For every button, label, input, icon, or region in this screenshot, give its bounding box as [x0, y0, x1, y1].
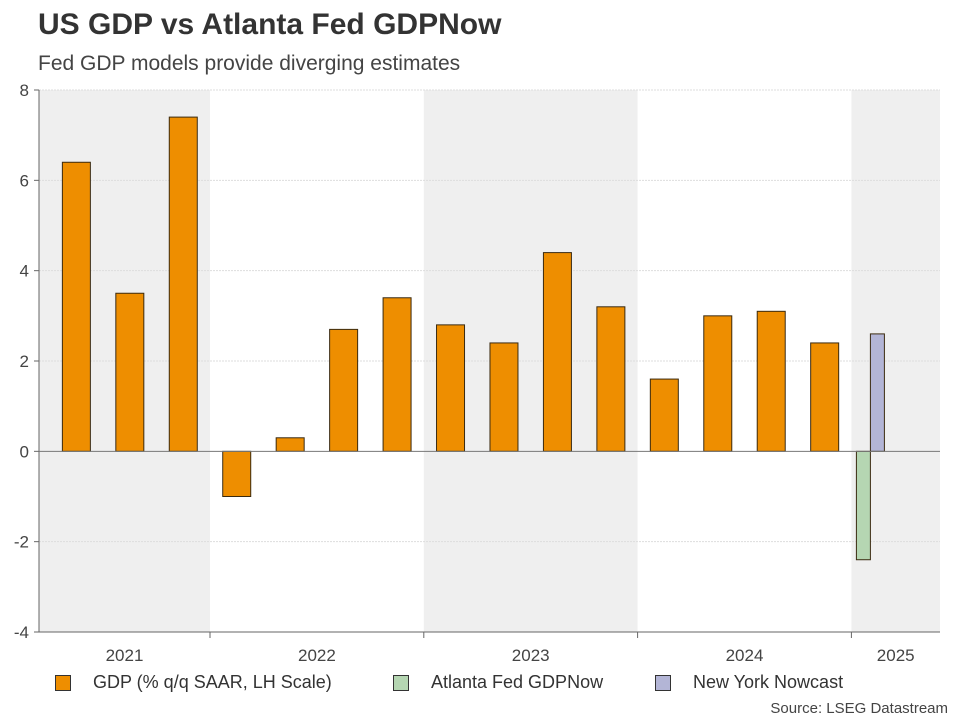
x-tick-label-2023: 2023 — [512, 646, 550, 665]
x-tick-label-2021: 2021 — [106, 646, 144, 665]
y-tick-label: -4 — [14, 623, 29, 642]
bar-gdp-2024-Q2 — [703, 315, 733, 452]
y-tick-label: 0 — [20, 442, 29, 461]
legend-swatch-atlanta — [393, 674, 409, 691]
bar-gdp-2024-Q3 — [756, 310, 786, 452]
legend-swatch-newyork — [655, 674, 671, 691]
bar-gdp-2023-Q4 — [596, 306, 626, 452]
chart-subtitle: Fed GDP models provide diverging estimat… — [38, 52, 461, 75]
legend-item-newyork: New York Nowcast — [655, 672, 843, 693]
legend-item-atlanta: Atlanta Fed GDPNow — [393, 672, 603, 693]
bar-gdp-2024-Q1 — [649, 378, 679, 452]
bar-newyork-2025-Q1 — [869, 333, 885, 452]
bar-gdp-2021-Q3 — [115, 292, 145, 452]
bar-gdp-2024-Q4 — [810, 342, 840, 452]
bar-gdp-2022-Q1 — [222, 450, 252, 498]
x-tick-label-2022: 2022 — [298, 646, 336, 665]
y-tick-label: 6 — [20, 171, 29, 190]
legend-label-newyork: New York Nowcast — [693, 672, 844, 692]
bar-gdp-2022-Q4 — [382, 297, 412, 452]
bar-gdp-2022-Q2 — [275, 437, 305, 452]
bar-gdp-2023-Q2 — [489, 342, 519, 452]
bar-gdp-2021-Q2 — [61, 161, 91, 452]
x-tick-label-2024: 2024 — [726, 646, 764, 665]
legend-item-gdp: GDP (% q/q SAAR, LH Scale) — [55, 672, 332, 693]
y-tick-label: -2 — [14, 533, 29, 552]
bar-gdp-2022-Q3 — [329, 328, 359, 452]
y-tick-label: 2 — [20, 352, 29, 371]
source-note: Source: LSEG Datastream — [770, 700, 948, 717]
y-tick-label: 4 — [20, 262, 29, 281]
y-tick-label: 8 — [20, 81, 29, 100]
legend-swatch-gdp — [55, 674, 71, 691]
bar-gdp-2021-Q4 — [168, 116, 198, 452]
bar-atlanta-2025-Q1 — [855, 450, 871, 561]
bar-gdp-2023-Q3 — [542, 252, 572, 452]
chart-title: US GDP vs Atlanta Fed GDPNow — [38, 8, 502, 41]
x-tick-label-2025: 2025 — [877, 646, 915, 665]
legend-label-gdp: GDP (% q/q SAAR, LH Scale) — [93, 672, 332, 692]
bar-gdp-2023-Q1 — [436, 324, 466, 452]
legend-label-atlanta: Atlanta Fed GDPNow — [431, 672, 604, 692]
